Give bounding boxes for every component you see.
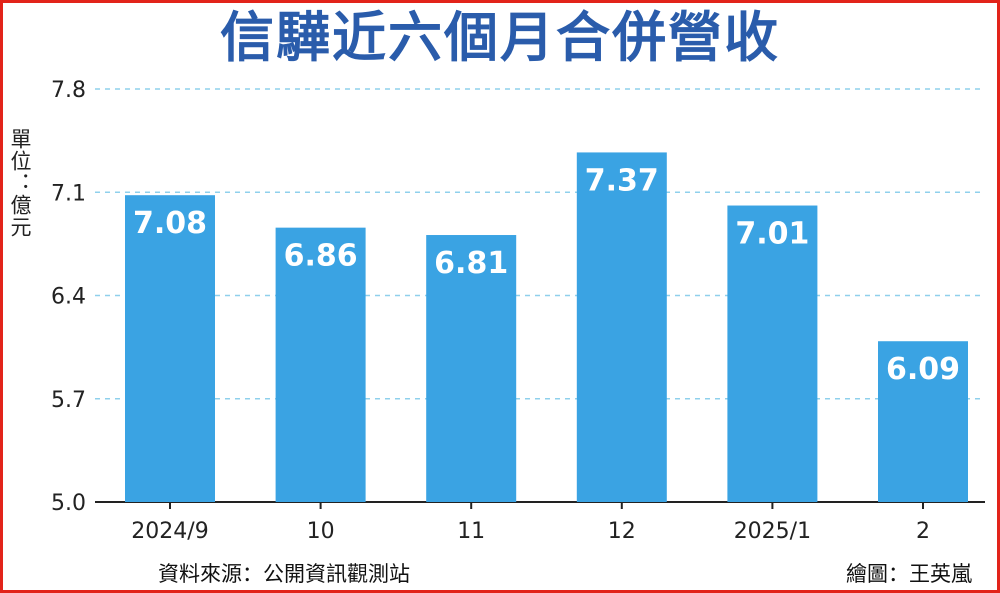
x-tick-label: 2024/9 [131,519,208,544]
bar [275,227,366,502]
bar-value-label: 6.81 [434,246,508,281]
y-tick-label: 7.8 [51,78,86,103]
y-tick-label: 7.1 [51,181,86,206]
bar-value-label: 7.08 [133,206,207,241]
bar-value-label: 7.37 [585,163,659,198]
credit-note: 繪圖：王英嵐 [846,562,972,586]
bar [576,152,667,503]
x-tick-label: 12 [608,519,636,544]
x-tick-label: 2 [916,519,930,544]
bar-value-label: 6.09 [886,352,960,387]
bar-value-label: 7.01 [735,217,809,252]
bar [426,235,517,502]
chart-title: 信驊近六個月合併營收 [220,6,780,69]
x-tick-label: 10 [307,519,335,544]
bar [878,341,968,502]
y-tick-label: 5.7 [51,388,86,413]
source-note: 資料來源：公開資訊觀測站 [158,562,410,586]
x-tick-label: 11 [457,519,485,544]
bar-value-label: 6.86 [284,239,358,274]
bar [727,205,818,502]
unit-label: 單位：億元 [8,128,32,238]
bar [125,195,215,502]
x-tick-label: 2025/1 [734,519,811,544]
y-tick-label: 6.4 [51,285,86,310]
y-tick-label: 5.0 [51,491,86,516]
